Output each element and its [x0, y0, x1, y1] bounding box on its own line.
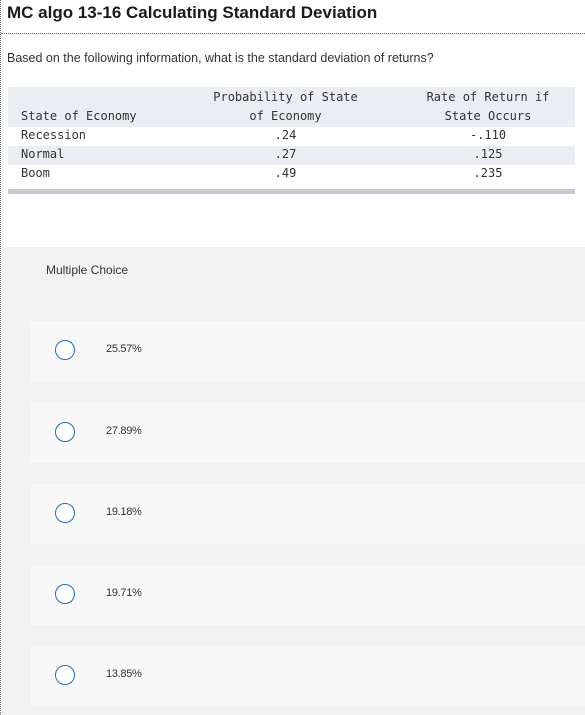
table-cell-state: Normal — [21, 147, 65, 161]
table-cell-rate: .125 — [473, 147, 503, 161]
table-cell-rate: .235 — [473, 166, 503, 180]
multiple-choice-panel: Multiple Choice 25.57% 27.89% 19.18% 19.… — [1, 247, 585, 715]
answer-option[interactable]: 27.89% — [31, 403, 585, 463]
answer-option[interactable]: 25.57% — [31, 321, 585, 381]
table-cell-probability: .24 — [274, 128, 297, 142]
table-cell-state: Boom — [21, 166, 50, 180]
header-probability-line1: Probability of State — [213, 90, 358, 104]
table-cell-state: Recession — [21, 128, 87, 142]
answer-option[interactable]: 13.85% — [31, 646, 585, 706]
answer-option[interactable]: 19.71% — [31, 565, 585, 625]
answer-option-text: 19.18% — [106, 506, 142, 518]
answer-option-text: 13.85% — [106, 668, 142, 680]
question-title: MC algo 13-16 Calculating Standard Devia… — [7, 3, 378, 22]
table-header-background — [8, 87, 575, 127]
radio-button-icon[interactable] — [55, 422, 75, 442]
header-state: State of Economy — [21, 109, 137, 123]
question-prompt: Based on the following information, what… — [7, 51, 434, 65]
radio-button-icon[interactable] — [55, 340, 75, 360]
header-return-line2: State Occurs — [444, 109, 532, 123]
answer-option-text: 27.89% — [106, 425, 142, 437]
answer-option-text: 19.71% — [106, 587, 142, 599]
radio-button-icon[interactable] — [55, 503, 75, 523]
question-header: MC algo 13-16 Calculating Standard Devia… — [1, 0, 585, 34]
table-cell-rate: -.110 — [469, 128, 507, 142]
radio-button-icon[interactable] — [55, 665, 75, 685]
header-probability-line2: of Economy — [249, 109, 322, 123]
table-cell-probability: .27 — [274, 147, 297, 161]
header-return-line1: Rate of Return if — [426, 90, 550, 104]
answer-option-text: 25.57% — [106, 343, 142, 355]
table-row-shading — [8, 146, 575, 165]
radio-button-icon[interactable] — [55, 584, 75, 604]
answer-option[interactable]: 19.18% — [31, 484, 585, 544]
table-cell-probability: .49 — [274, 166, 297, 180]
table-bottom-rule — [8, 189, 575, 194]
multiple-choice-label: Multiple Choice — [46, 263, 129, 277]
